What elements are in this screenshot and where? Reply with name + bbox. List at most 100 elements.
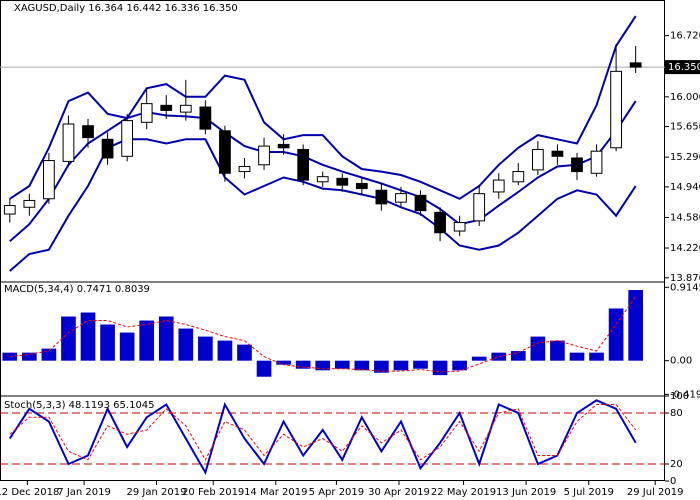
y-tick-label: 13.870 — [670, 273, 700, 284]
macd-bar — [315, 360, 331, 371]
stoch-title: Stoch(5,3,3) 48.1193 65.1045 — [4, 400, 155, 411]
candle-body — [258, 145, 270, 166]
macd-bar — [61, 316, 76, 361]
macd-bar — [393, 360, 409, 371]
macd-bar — [217, 340, 233, 361]
candle-body — [395, 193, 407, 203]
candle-body — [277, 143, 290, 149]
stoch-d — [9, 404, 637, 461]
last-price-label: 16.350 — [668, 62, 700, 73]
macd-bar — [119, 332, 135, 361]
candle-body — [140, 103, 153, 123]
macd-bar — [41, 348, 57, 361]
bollinger-band — [9, 138, 637, 272]
macd-bar — [550, 340, 565, 361]
candle-body — [179, 104, 192, 113]
candle-body — [512, 171, 525, 183]
candle-body — [414, 194, 427, 212]
candle-body — [219, 130, 231, 174]
x-tick-label: 20 Feb 2019 — [182, 487, 244, 498]
candle-body — [199, 106, 212, 130]
candle-body — [531, 148, 544, 171]
y-tick-label: 0.00 — [670, 356, 692, 367]
x-tick-label: 30 Apr 2019 — [368, 487, 430, 498]
candle-body — [62, 123, 75, 162]
macd-bar — [471, 356, 487, 361]
macd-bar — [432, 360, 448, 376]
macd-bar — [100, 324, 115, 361]
y-tick-label: 14.580 — [670, 212, 700, 223]
candle-body — [492, 179, 505, 193]
macd-bar — [2, 352, 18, 361]
x-tick-label: 7 Jan 2019 — [57, 487, 111, 498]
x-tick-label: 22 May 2019 — [431, 487, 496, 498]
candle-body — [43, 160, 55, 200]
stoch-k — [8, 399, 637, 476]
y-tick-label: 20 — [670, 459, 683, 470]
candle-body — [473, 193, 486, 222]
macd-bar — [80, 312, 96, 361]
bollinger-band — [9, 15, 637, 200]
macd-bar — [354, 360, 370, 371]
macd-bar — [276, 360, 291, 365]
macd-bar — [139, 320, 155, 361]
y-tick-label: 14.940 — [670, 182, 700, 193]
y-tick-label: 100 — [670, 391, 689, 402]
y-tick-label: 0.9145 — [670, 282, 700, 293]
last-price-box — [665, 60, 700, 75]
macd-bar — [178, 328, 194, 361]
macd-bar — [452, 360, 467, 371]
candle-body — [453, 222, 466, 232]
candle-body — [238, 165, 251, 173]
y-tick-label: 80 — [670, 408, 683, 419]
candle-body — [355, 182, 368, 190]
frame — [0, 0, 665, 481]
macd-bar — [22, 352, 37, 361]
candle-body — [336, 177, 349, 186]
candle-body — [590, 150, 603, 174]
x-tick-label: 13 Jun 2019 — [496, 487, 556, 498]
x-tick-label: 29 Jul 2019 — [627, 487, 684, 498]
x-tick-label: 29 Jan 2019 — [126, 487, 186, 498]
macd-bar — [374, 360, 389, 373]
macd-bar — [510, 351, 526, 361]
x-tick-label: 5 Jul 2019 — [564, 487, 614, 498]
x-tick-label: 12 Dec 2018 — [0, 487, 59, 498]
candle-body — [3, 205, 16, 215]
macd-bar — [256, 360, 272, 377]
macd-bar — [295, 360, 311, 369]
y-tick-label: 16.000 — [670, 92, 700, 103]
macd-signal — [9, 296, 637, 373]
candle-body — [297, 148, 310, 181]
candle-body — [610, 70, 622, 149]
macd-title: MACD(5,34,4) 0.7471 0.8039 — [4, 284, 150, 295]
macd-bar — [491, 352, 507, 361]
y-tick-label: 15.650 — [670, 122, 700, 133]
candle-body — [434, 211, 446, 234]
macd-bar — [608, 308, 624, 361]
macd-bar — [413, 360, 428, 369]
macd-bar — [530, 336, 546, 361]
candle-body — [316, 176, 329, 183]
candle-body — [23, 199, 36, 208]
y-tick-label: 15.290 — [670, 152, 700, 163]
candle-body — [82, 125, 94, 139]
candle-body — [160, 104, 173, 111]
chart-title: XAGUSD,Daily 16.364 16.442 16.336 16.350 — [14, 3, 238, 14]
macd-bar — [237, 344, 252, 361]
macd-bar — [628, 290, 643, 361]
candle-body — [571, 157, 583, 173]
candle-body — [629, 62, 642, 68]
macd-bar — [198, 336, 213, 361]
candle-body — [101, 138, 114, 159]
macd-bar — [158, 316, 174, 361]
macd-bar — [589, 352, 604, 361]
x-tick-label: 14 Mar 2019 — [244, 487, 307, 498]
candle-body — [375, 189, 388, 205]
x-tick-label: 5 Apr 2019 — [309, 487, 364, 498]
macd-bar — [334, 360, 350, 369]
y-tick-label: 0 — [670, 476, 676, 487]
candle-body — [551, 150, 564, 157]
y-tick-label: 16.720 — [670, 31, 700, 42]
